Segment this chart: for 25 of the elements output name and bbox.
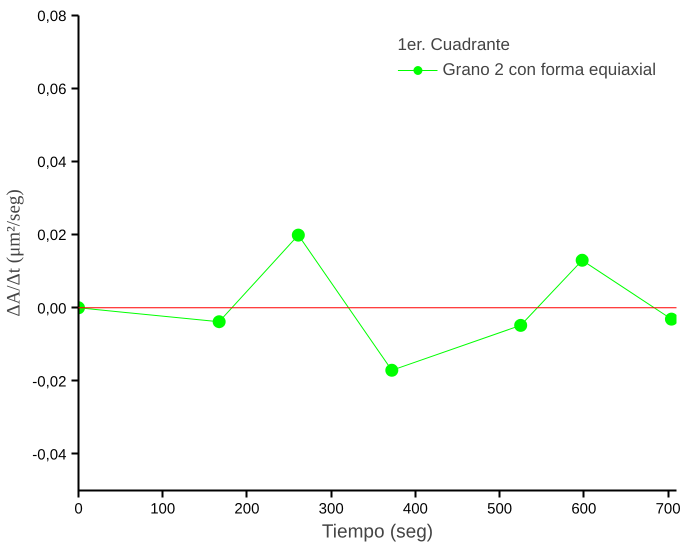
x-tick-label: 200: [234, 500, 260, 518]
point: [292, 228, 305, 242]
x-tick-label: 100: [150, 500, 176, 518]
point: [576, 254, 589, 267]
x-tick-label: 0: [74, 500, 83, 518]
x-axis-title: Tiempo (seg): [322, 522, 434, 542]
point: [664, 312, 676, 326]
point: [385, 364, 398, 377]
x-tick-label: 600: [571, 500, 596, 518]
legend-label: Grano 2 con forma equiaxial: [442, 60, 656, 80]
y-axis-title: ΔA/Δt (μm²/seg): [3, 189, 24, 317]
y-tick-label: 0,06: [37, 81, 67, 98]
x-tick-label: 700: [656, 500, 681, 518]
x-tick-label: 300: [318, 500, 344, 518]
point: [514, 318, 528, 332]
y-tick-label: 0,02: [37, 227, 67, 244]
x-tick-label: 500: [487, 500, 512, 518]
y-tick-label: 0,04: [37, 154, 67, 172]
x-tick-label: 400: [402, 500, 428, 518]
point: [212, 315, 226, 328]
y-tick-label: -0,04: [32, 446, 67, 464]
y-tick-label: 0,00: [37, 300, 67, 318]
y-tick-label: 0,08: [37, 8, 67, 25]
legend-title: 1er. Cuadrante: [397, 35, 511, 55]
y-tick-label: -0,02: [32, 373, 67, 390]
